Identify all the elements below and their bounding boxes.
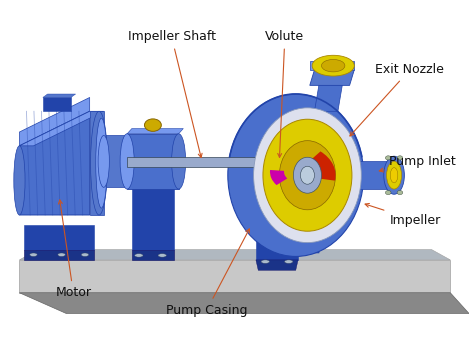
Polygon shape — [19, 249, 450, 260]
Polygon shape — [19, 293, 469, 313]
Ellipse shape — [279, 141, 336, 210]
Polygon shape — [310, 70, 354, 85]
Ellipse shape — [14, 146, 25, 215]
Text: Impeller: Impeller — [365, 203, 441, 227]
Polygon shape — [24, 225, 94, 249]
Ellipse shape — [81, 253, 89, 256]
Polygon shape — [90, 111, 104, 215]
Text: Exit Nozzle: Exit Nozzle — [350, 63, 444, 136]
Polygon shape — [43, 94, 76, 98]
Text: Motor: Motor — [55, 200, 91, 299]
Text: Volute: Volute — [265, 31, 304, 158]
Polygon shape — [19, 111, 104, 146]
Ellipse shape — [385, 156, 391, 160]
Polygon shape — [314, 84, 343, 111]
Text: Impeller Shaft: Impeller Shaft — [128, 31, 216, 158]
Polygon shape — [24, 249, 94, 260]
Polygon shape — [43, 98, 71, 111]
Polygon shape — [19, 111, 90, 215]
Ellipse shape — [228, 94, 364, 256]
Bar — [127, 157, 324, 167]
Ellipse shape — [321, 59, 345, 72]
Ellipse shape — [390, 168, 398, 183]
Ellipse shape — [121, 135, 133, 187]
Wedge shape — [270, 170, 287, 185]
Ellipse shape — [135, 254, 143, 257]
Polygon shape — [19, 260, 450, 293]
Ellipse shape — [98, 135, 109, 187]
Ellipse shape — [397, 156, 403, 160]
Polygon shape — [132, 249, 174, 260]
Ellipse shape — [172, 134, 186, 189]
Polygon shape — [104, 135, 127, 187]
Ellipse shape — [263, 119, 352, 231]
Ellipse shape — [293, 157, 321, 193]
Ellipse shape — [261, 260, 270, 263]
Ellipse shape — [158, 254, 166, 257]
Polygon shape — [310, 61, 354, 70]
Ellipse shape — [385, 191, 391, 195]
Text: Pump Inlet: Pump Inlet — [379, 155, 456, 172]
Ellipse shape — [384, 156, 404, 194]
Ellipse shape — [301, 166, 314, 184]
Ellipse shape — [387, 161, 401, 189]
Polygon shape — [282, 239, 319, 253]
Polygon shape — [19, 98, 90, 146]
Ellipse shape — [91, 111, 108, 215]
Ellipse shape — [58, 253, 65, 256]
Ellipse shape — [312, 55, 354, 76]
Ellipse shape — [145, 119, 161, 131]
Polygon shape — [127, 134, 179, 189]
Polygon shape — [256, 260, 298, 270]
Polygon shape — [132, 189, 174, 249]
Ellipse shape — [96, 118, 107, 208]
Ellipse shape — [120, 134, 134, 189]
Polygon shape — [127, 129, 183, 134]
Ellipse shape — [30, 253, 37, 256]
Ellipse shape — [284, 260, 293, 263]
Wedge shape — [304, 151, 336, 181]
Polygon shape — [359, 161, 394, 189]
Polygon shape — [256, 239, 298, 260]
Text: Pump Casing: Pump Casing — [166, 229, 249, 316]
Ellipse shape — [254, 108, 361, 243]
Ellipse shape — [397, 191, 403, 195]
